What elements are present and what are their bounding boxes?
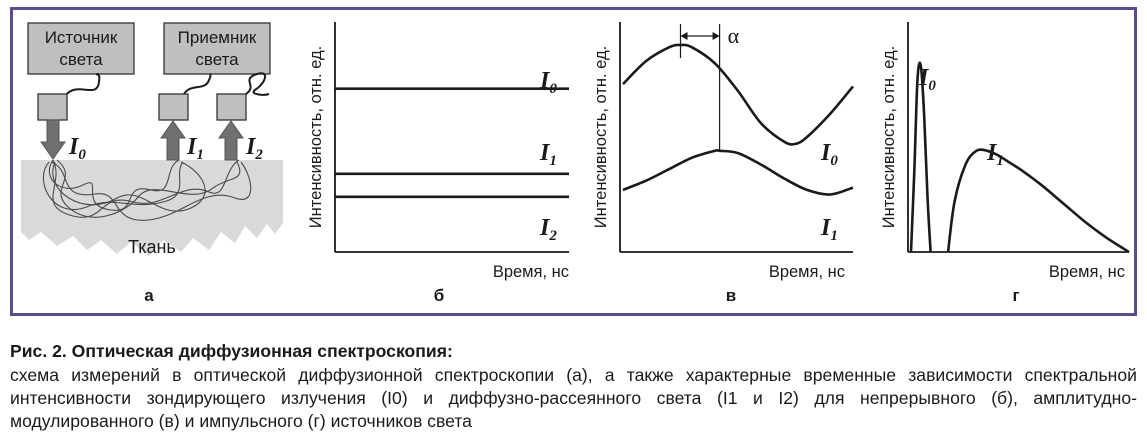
series-line-I1	[946, 148, 1130, 254]
label-I1-detected: I1	[186, 134, 204, 163]
receiver-probe-2	[216, 93, 247, 121]
series-line-I1	[622, 148, 854, 196]
light-source-label-line2: света	[59, 50, 103, 69]
series-label-I1: I1	[539, 140, 557, 169]
receiver-probe-1	[158, 93, 189, 121]
panel-v-chart: Интенсивность, отн. ед. Время, нс I0I1α …	[592, 22, 855, 305]
phase-arrow-right	[712, 32, 720, 40]
light-source-label-line1: Источник	[45, 28, 118, 47]
light-source-box	[27, 22, 135, 75]
series-label-I0: I0	[918, 65, 936, 94]
series-line-I0	[909, 61, 932, 253]
panel-letter-g: г	[1012, 286, 1019, 305]
source-probe	[37, 93, 68, 121]
phase-arrow-left	[680, 32, 688, 40]
series-line-I0	[622, 43, 855, 146]
light-receiver-box	[163, 22, 271, 75]
panel-v-ylabel: Интенсивность, отн. ед.	[592, 46, 610, 228]
series-label-I2: I2	[539, 215, 557, 244]
label-I2-detected: I2	[245, 134, 263, 163]
label-I0-incident: I0	[68, 134, 86, 163]
series-label-I0: I0	[820, 140, 838, 169]
caption-body: схема измерений в оптической диффузионно…	[10, 365, 1137, 431]
light-receiver-label-line1: Приемник	[178, 28, 257, 47]
detected-arrow-1	[160, 120, 186, 161]
figure-canvas: Ткань Источник света Приемник света	[21, 22, 1130, 305]
series-label-I0: I0	[539, 68, 557, 97]
panel-letter-b: б	[434, 286, 445, 305]
incident-arrow	[40, 119, 66, 160]
panel-b-chart: Интенсивность, отн. ед. Время, нс I0 I1 I2…	[307, 22, 569, 305]
photon-paths	[42, 159, 252, 221]
fiber-cables	[64, 72, 270, 97]
series-label-I1: I1	[986, 140, 1004, 169]
tissue-label: Ткань	[128, 237, 176, 257]
figure-caption: Рис. 2. Оптическая диффузионная спектрос…	[10, 340, 1137, 433]
panel-g-ylabel: Интенсивность, отн. ед.	[880, 46, 898, 228]
figure-frame: Ткань Источник света Приемник света	[10, 7, 1137, 316]
panel-g-chart: Интенсивность, отн. ед. Время, нс I0 I1 г	[880, 22, 1130, 305]
panel-a-scheme: Ткань Источник света Приемник света	[21, 22, 283, 305]
panel-v-xlabel: Время, нс	[769, 263, 845, 281]
series-label-I1: I1	[820, 215, 838, 244]
panel-g-xlabel: Время, нс	[1049, 263, 1125, 281]
panel-letter-v: в	[726, 286, 736, 305]
caption-title: Рис. 2. Оптическая диффузионная спектрос…	[10, 341, 453, 361]
panel-b-ylabel: Интенсивность, отн. ед.	[307, 46, 325, 228]
light-receiver-label-line2: света	[195, 50, 239, 69]
phase-shift-label: α	[728, 23, 740, 48]
panel-b-xlabel: Время, нс	[493, 263, 569, 281]
panel-letter-a: а	[144, 286, 154, 305]
detected-arrow-2	[218, 120, 244, 161]
